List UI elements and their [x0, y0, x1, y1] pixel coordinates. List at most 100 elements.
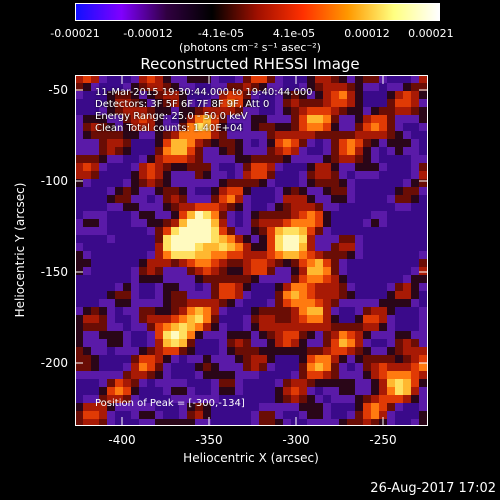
image-pixel: [243, 323, 251, 331]
image-pixel: [395, 107, 403, 115]
image-pixel: [283, 251, 291, 259]
image-pixel: [115, 147, 123, 155]
image-pixel: [115, 203, 123, 211]
image-pixel: [291, 291, 299, 299]
image-pixel: [323, 379, 331, 387]
image-pixel: [267, 227, 275, 235]
image-pixel: [299, 203, 307, 211]
image-pixel: [403, 83, 411, 91]
image-pixel: [395, 403, 403, 411]
image-pixel: [411, 403, 419, 411]
image-pixel: [355, 323, 363, 331]
image-pixel: [163, 363, 171, 371]
image-pixel: [403, 291, 411, 299]
image-pixel: [339, 195, 347, 203]
image-pixel: [379, 235, 387, 243]
image-pixel: [419, 243, 427, 251]
image-pixel: [275, 331, 283, 339]
image-pixel: [123, 235, 131, 243]
image-pixel: [379, 83, 387, 91]
image-pixel: [75, 419, 83, 425]
image-pixel: [363, 99, 371, 107]
image-pixel: [107, 195, 115, 203]
image-pixel: [163, 147, 171, 155]
image-pixel: [235, 283, 243, 291]
image-pixel: [299, 315, 307, 323]
image-pixel: [75, 91, 83, 99]
image-pixel: [147, 267, 155, 275]
image-pixel: [219, 323, 227, 331]
image-pixel: [219, 219, 227, 227]
image-pixel: [283, 331, 291, 339]
image-pixel: [403, 75, 411, 83]
image-pixel: [355, 291, 363, 299]
image-pixel: [243, 411, 251, 419]
image-pixel: [227, 259, 235, 267]
image-pixel: [315, 395, 323, 403]
image-pixel: [379, 339, 387, 347]
image-pixel: [363, 179, 371, 187]
image-pixel: [179, 339, 187, 347]
image-pixel: [131, 387, 139, 395]
image-pixel: [419, 323, 427, 331]
image-pixel: [331, 307, 339, 315]
image-pixel: [219, 331, 227, 339]
image-pixel: [75, 371, 83, 379]
image-pixel: [163, 219, 171, 227]
image-pixel: [275, 211, 283, 219]
image-pixel: [411, 195, 419, 203]
image-pixel: [419, 115, 427, 123]
image-pixel: [299, 307, 307, 315]
image-pixel: [187, 227, 195, 235]
image-pixel: [251, 115, 259, 123]
image-pixel: [123, 251, 131, 259]
image-pixel: [283, 99, 291, 107]
image-pixel: [299, 147, 307, 155]
image-pixel: [107, 419, 115, 425]
image-pixel: [187, 371, 195, 379]
image-pixel: [219, 179, 227, 187]
image-pixel: [179, 211, 187, 219]
image-pixel: [283, 163, 291, 171]
image-pixel: [107, 307, 115, 315]
image-pixel: [219, 315, 227, 323]
image-pixel: [403, 179, 411, 187]
image-pixel: [123, 147, 131, 155]
image-pixel: [243, 243, 251, 251]
image-pixel: [171, 419, 179, 425]
image-pixel: [275, 323, 283, 331]
image-pixel: [419, 339, 427, 347]
image-pixel: [339, 315, 347, 323]
image-pixel: [155, 347, 163, 355]
image-pixel: [179, 243, 187, 251]
image-pixel: [243, 387, 251, 395]
image-pixel: [419, 267, 427, 275]
image-pixel: [147, 323, 155, 331]
image-pixel: [83, 307, 91, 315]
image-pixel: [123, 331, 131, 339]
image-pixel: [211, 179, 219, 187]
image-pixel: [171, 315, 179, 323]
image-pixel: [99, 323, 107, 331]
image-pixel: [347, 323, 355, 331]
image-pixel: [259, 275, 267, 283]
image-pixel: [387, 195, 395, 203]
image-pixel: [91, 323, 99, 331]
image-pixel: [419, 147, 427, 155]
image-pixel: [227, 219, 235, 227]
image-pixel: [315, 123, 323, 131]
image-pixel: [267, 203, 275, 211]
image-pixel: [419, 419, 427, 425]
image-pixel: [355, 307, 363, 315]
image-pixel: [227, 75, 235, 83]
image-pixel: [403, 227, 411, 235]
image-pixel: [139, 211, 147, 219]
image-pixel: [267, 371, 275, 379]
image-pixel: [139, 307, 147, 315]
image-pixel: [139, 187, 147, 195]
image-pixel: [411, 83, 419, 91]
image-pixel: [75, 115, 83, 123]
image-pixel: [211, 355, 219, 363]
image-pixel: [195, 179, 203, 187]
image-pixel: [75, 243, 83, 251]
